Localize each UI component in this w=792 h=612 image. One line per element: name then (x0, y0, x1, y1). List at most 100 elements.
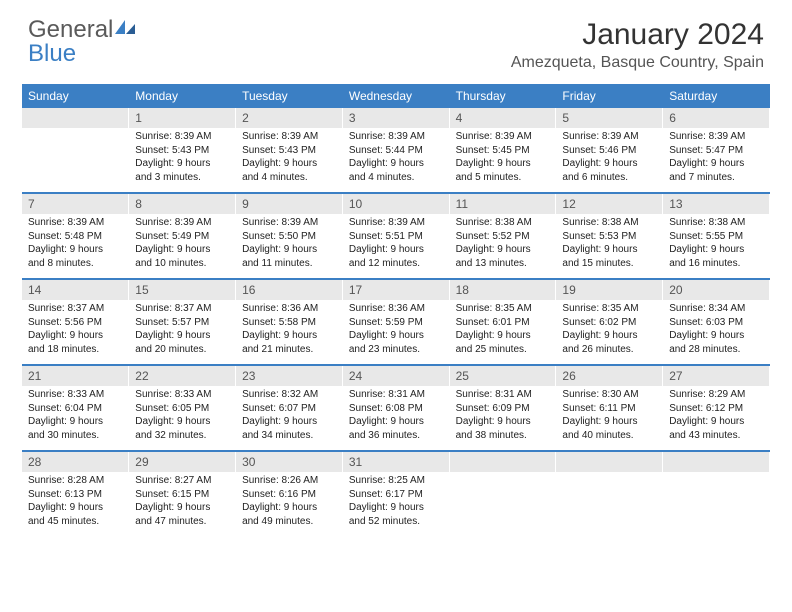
sunset-text: Sunset: 6:03 PM (669, 316, 763, 330)
daylight-text: and 49 minutes. (242, 515, 336, 529)
sunset-text: Sunset: 5:49 PM (135, 230, 229, 244)
day-info-cell: Sunrise: 8:37 AMSunset: 5:57 PMDaylight:… (129, 300, 236, 365)
day-header: Sunday (22, 84, 129, 108)
daylight-text: Daylight: 9 hours (28, 243, 122, 257)
sunrise-text: Sunrise: 8:39 AM (349, 130, 443, 144)
day-number-cell: 15 (129, 279, 236, 300)
day-info-cell: Sunrise: 8:39 AMSunset: 5:45 PMDaylight:… (449, 128, 556, 193)
day-number-cell: 10 (342, 193, 449, 214)
daylight-text: Daylight: 9 hours (135, 329, 229, 343)
sunrise-text: Sunrise: 8:39 AM (135, 130, 229, 144)
day-number-cell: 11 (449, 193, 556, 214)
sunrise-text: Sunrise: 8:28 AM (28, 474, 122, 488)
title-block: January 2024 Amezqueta, Basque Country, … (511, 18, 764, 72)
sunset-text: Sunset: 6:15 PM (135, 488, 229, 502)
daylight-text: and 25 minutes. (456, 343, 550, 357)
daylight-text: and 32 minutes. (135, 429, 229, 443)
sunrise-text: Sunrise: 8:34 AM (669, 302, 763, 316)
sunset-text: Sunset: 5:53 PM (562, 230, 656, 244)
sunset-text: Sunset: 5:57 PM (135, 316, 229, 330)
daylight-text: Daylight: 9 hours (349, 329, 443, 343)
sunrise-text: Sunrise: 8:38 AM (562, 216, 656, 230)
day-number-cell: 5 (556, 108, 663, 128)
day-info-cell: Sunrise: 8:34 AMSunset: 6:03 PMDaylight:… (663, 300, 770, 365)
day-number-cell: 28 (22, 451, 129, 472)
daylight-text: Daylight: 9 hours (562, 157, 656, 171)
day-info-cell: Sunrise: 8:33 AMSunset: 6:05 PMDaylight:… (129, 386, 236, 451)
day-info-cell: Sunrise: 8:37 AMSunset: 5:56 PMDaylight:… (22, 300, 129, 365)
sunset-text: Sunset: 5:52 PM (456, 230, 550, 244)
info-row: Sunrise: 8:28 AMSunset: 6:13 PMDaylight:… (22, 472, 770, 536)
daylight-text: Daylight: 9 hours (242, 329, 336, 343)
day-number-cell: 2 (236, 108, 343, 128)
daylight-text: Daylight: 9 hours (349, 415, 443, 429)
sunrise-text: Sunrise: 8:37 AM (28, 302, 122, 316)
sunset-text: Sunset: 5:45 PM (456, 144, 550, 158)
daylight-text: Daylight: 9 hours (242, 157, 336, 171)
day-info-cell: Sunrise: 8:32 AMSunset: 6:07 PMDaylight:… (236, 386, 343, 451)
daynum-row: 123456 (22, 108, 770, 128)
sunrise-text: Sunrise: 8:39 AM (456, 130, 550, 144)
logo: General Blue (28, 18, 137, 66)
day-info-cell: Sunrise: 8:36 AMSunset: 5:59 PMDaylight:… (342, 300, 449, 365)
day-header: Monday (129, 84, 236, 108)
sunrise-text: Sunrise: 8:39 AM (669, 130, 763, 144)
daylight-text: and 8 minutes. (28, 257, 122, 271)
daylight-text: and 20 minutes. (135, 343, 229, 357)
daylight-text: and 4 minutes. (242, 171, 336, 185)
day-header: Wednesday (342, 84, 449, 108)
daylight-text: and 16 minutes. (669, 257, 763, 271)
daylight-text: Daylight: 9 hours (242, 415, 336, 429)
day-number-cell: 14 (22, 279, 129, 300)
sunset-text: Sunset: 6:02 PM (562, 316, 656, 330)
daylight-text: Daylight: 9 hours (562, 329, 656, 343)
sunrise-text: Sunrise: 8:27 AM (135, 474, 229, 488)
sunset-text: Sunset: 6:08 PM (349, 402, 443, 416)
sunrise-text: Sunrise: 8:39 AM (562, 130, 656, 144)
daylight-text: Daylight: 9 hours (28, 329, 122, 343)
day-header: Tuesday (236, 84, 343, 108)
day-info-cell: Sunrise: 8:39 AMSunset: 5:43 PMDaylight:… (129, 128, 236, 193)
sunset-text: Sunset: 6:17 PM (349, 488, 443, 502)
daylight-text: and 34 minutes. (242, 429, 336, 443)
day-number-cell: 21 (22, 365, 129, 386)
day-header: Saturday (663, 84, 770, 108)
sunset-text: Sunset: 5:50 PM (242, 230, 336, 244)
day-number-cell (556, 451, 663, 472)
day-number-cell: 24 (342, 365, 449, 386)
sunrise-text: Sunrise: 8:30 AM (562, 388, 656, 402)
daylight-text: Daylight: 9 hours (242, 501, 336, 515)
sunset-text: Sunset: 6:07 PM (242, 402, 336, 416)
day-number-cell: 19 (556, 279, 663, 300)
location-subtitle: Amezqueta, Basque Country, Spain (511, 54, 764, 72)
day-header: Friday (556, 84, 663, 108)
sunrise-text: Sunrise: 8:38 AM (456, 216, 550, 230)
daylight-text: and 47 minutes. (135, 515, 229, 529)
daylight-text: Daylight: 9 hours (349, 243, 443, 257)
day-info-cell: Sunrise: 8:39 AMSunset: 5:50 PMDaylight:… (236, 214, 343, 279)
info-row: Sunrise: 8:37 AMSunset: 5:56 PMDaylight:… (22, 300, 770, 365)
day-number-cell: 26 (556, 365, 663, 386)
day-number-cell: 22 (129, 365, 236, 386)
daylight-text: Daylight: 9 hours (135, 501, 229, 515)
day-number-cell: 7 (22, 193, 129, 214)
daylight-text: and 23 minutes. (349, 343, 443, 357)
sunrise-text: Sunrise: 8:39 AM (135, 216, 229, 230)
sunset-text: Sunset: 5:46 PM (562, 144, 656, 158)
sunrise-text: Sunrise: 8:33 AM (28, 388, 122, 402)
day-info-cell (22, 128, 129, 193)
sunrise-text: Sunrise: 8:36 AM (349, 302, 443, 316)
day-info-cell: Sunrise: 8:38 AMSunset: 5:52 PMDaylight:… (449, 214, 556, 279)
logo-text-blue: Blue (28, 40, 76, 67)
sunrise-text: Sunrise: 8:37 AM (135, 302, 229, 316)
day-info-cell: Sunrise: 8:39 AMSunset: 5:43 PMDaylight:… (236, 128, 343, 193)
sunset-text: Sunset: 5:47 PM (669, 144, 763, 158)
day-number-cell: 4 (449, 108, 556, 128)
day-info-cell (556, 472, 663, 536)
daylight-text: Daylight: 9 hours (669, 415, 763, 429)
day-info-cell: Sunrise: 8:27 AMSunset: 6:15 PMDaylight:… (129, 472, 236, 536)
sunrise-text: Sunrise: 8:31 AM (349, 388, 443, 402)
day-number-cell: 9 (236, 193, 343, 214)
sunrise-text: Sunrise: 8:35 AM (562, 302, 656, 316)
sunset-text: Sunset: 5:43 PM (135, 144, 229, 158)
